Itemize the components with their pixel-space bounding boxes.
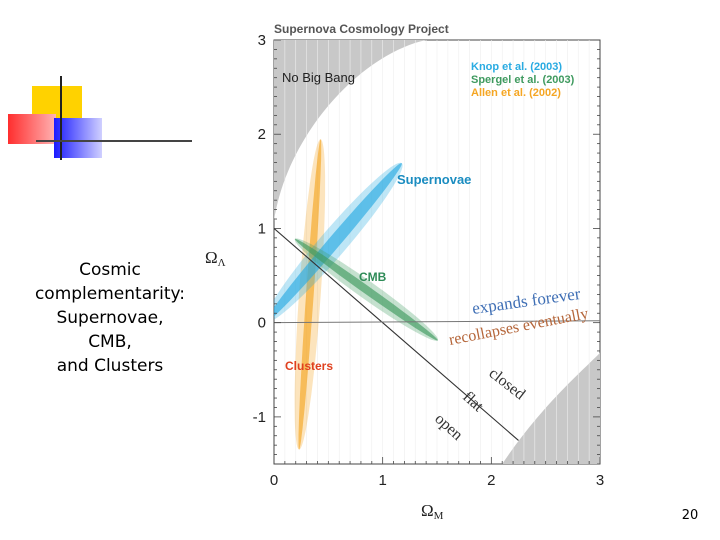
- y-axis-label-sub: Λ: [218, 257, 226, 269]
- x-axis-label-main: Ω: [421, 501, 434, 520]
- deco-horizontal-line: [36, 140, 192, 142]
- caption-line: Cosmic: [79, 260, 141, 280]
- x-tick-label: 3: [596, 472, 604, 489]
- cmb-band-inner: [294, 238, 438, 341]
- caption-line: complementarity:: [34, 284, 186, 304]
- supernovae-band-inner: [274, 163, 402, 317]
- x-tick-label: 1: [378, 472, 386, 489]
- deco-vertical-line: [60, 76, 62, 160]
- expansion-boundary-line: [274, 320, 600, 324]
- x-axis-label: ΩM: [421, 501, 444, 522]
- plot-area: [274, 40, 600, 464]
- cmb-label: CMB: [359, 270, 387, 284]
- supernovae-label: Supernovae: [397, 172, 471, 187]
- flat-universe-line: [274, 228, 519, 441]
- x-axis-label-sub: M: [434, 510, 444, 522]
- legend-entry-knop: Knop et al. (2003): [471, 61, 562, 73]
- x-tick-label: 2: [487, 472, 495, 489]
- y-tick-label: -1: [253, 409, 266, 426]
- slide-caption: Cosmic complementarity: Supernovae, CMB,…: [10, 258, 210, 378]
- no-big-bang-label: No Big Bang: [282, 70, 355, 85]
- deco-blue-square: [54, 118, 102, 158]
- y-tick-label: 2: [258, 126, 266, 143]
- page-number: 20: [681, 508, 699, 523]
- y-tick-label: 3: [258, 32, 266, 49]
- deco-red-square: [8, 114, 56, 144]
- caption-line: and Clusters: [56, 356, 164, 376]
- y-tick-label: 1: [258, 220, 266, 237]
- clusters-band-inner: [298, 139, 322, 450]
- axes: 0 1 2 3 -1 0 1 2 3: [253, 32, 605, 489]
- y-axis-label-main: Ω: [205, 248, 218, 267]
- excluded-region-lower-right: [502, 352, 600, 464]
- legend-entry-spergel: Spergel et al. (2003): [471, 74, 575, 86]
- legend-entry-allen: Allen et al. (2002): [471, 87, 561, 99]
- no-big-bang-region: [274, 40, 427, 221]
- chart-title: Supernova Cosmology Project: [274, 22, 449, 36]
- clusters-label: Clusters: [285, 359, 333, 373]
- y-axis-label: ΩΛ: [205, 248, 226, 269]
- caption-line: CMB,: [88, 332, 132, 352]
- caption-line: Supernovae,: [56, 308, 164, 328]
- y-tick-label: 0: [258, 315, 266, 332]
- x-tick-label: 0: [270, 472, 278, 489]
